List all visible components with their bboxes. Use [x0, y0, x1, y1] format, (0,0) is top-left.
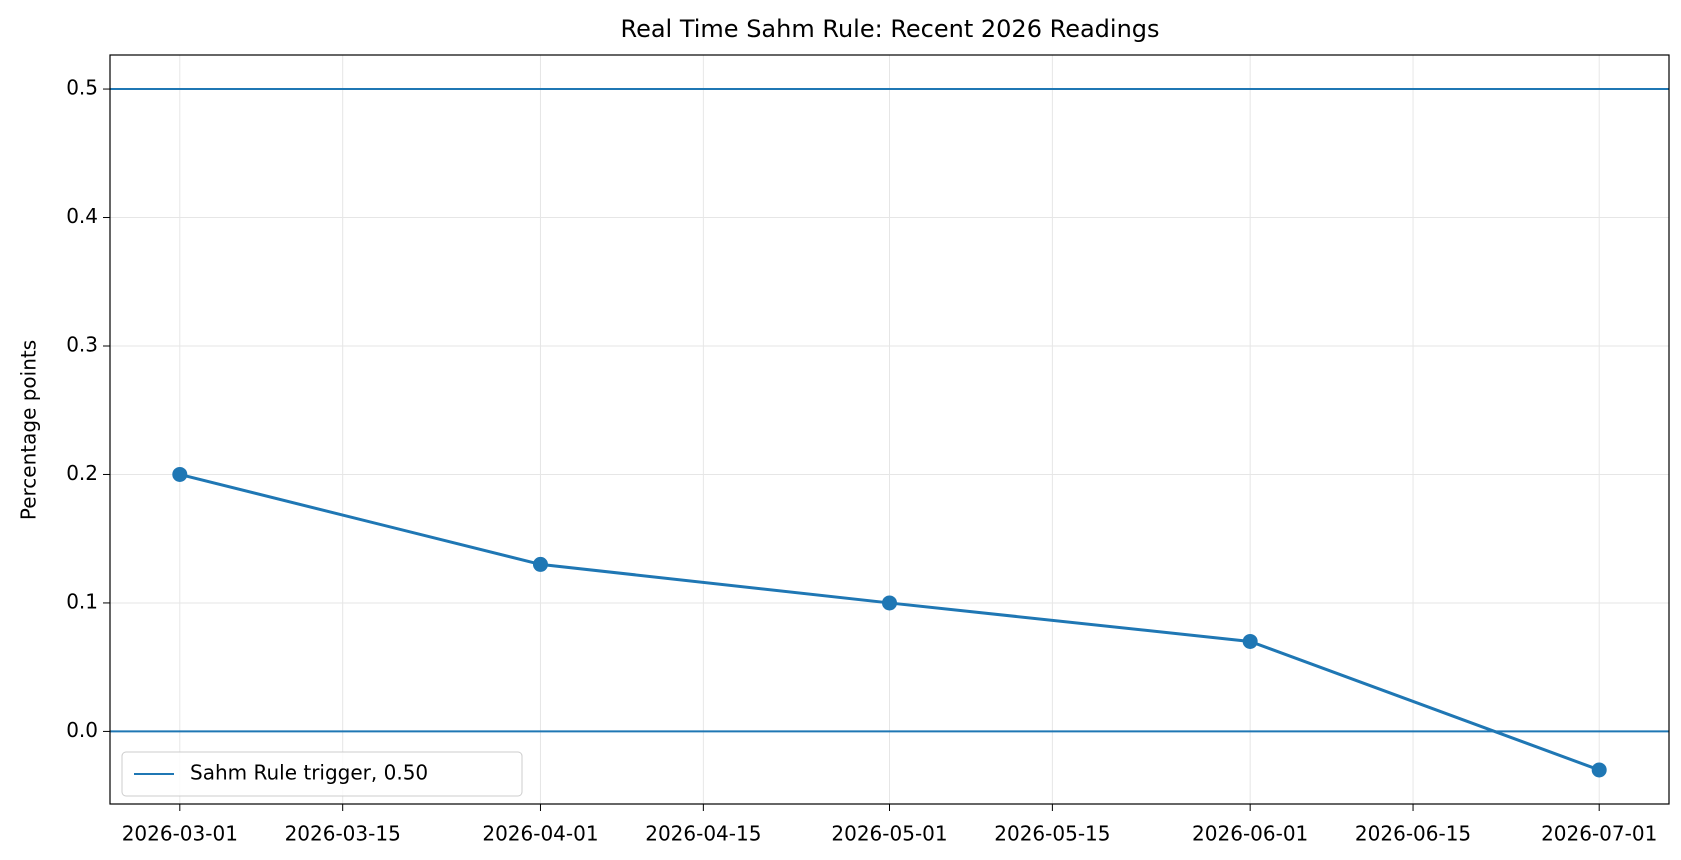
data-point: [532, 556, 548, 572]
x-tick-label: 2026-07-01: [1541, 822, 1657, 846]
y-tick-label: 0.1: [66, 589, 98, 613]
chart-title: Real Time Sahm Rule: Recent 2026 Reading…: [620, 15, 1159, 43]
legend-box: [121, 751, 523, 797]
y-tick-label: 0.4: [66, 204, 98, 228]
plot-frame: [109, 54, 1670, 805]
x-tick-label: 2026-05-01: [831, 822, 947, 846]
y-tick-label: 0.2: [66, 461, 98, 485]
x-tick-label: 2026-05-15: [994, 822, 1110, 846]
data-point: [882, 595, 897, 611]
x-tick-label: 2026-06-15: [1355, 822, 1471, 846]
data-point: [172, 466, 188, 482]
x-tick-label: 2026-04-01: [482, 822, 598, 846]
y-tick-label: 0.0: [66, 718, 98, 742]
y-tick-label: 0.5: [66, 76, 98, 100]
x-tick-label: 2026-03-01: [122, 822, 238, 846]
y-axis-label: Percentage points: [17, 340, 41, 520]
x-tick-label: 2026-03-15: [285, 822, 401, 846]
x-tick-label: 2026-04-15: [645, 822, 761, 846]
data-point: [1591, 762, 1607, 778]
x-tick-label: 2026-06-01: [1192, 822, 1308, 846]
data-point: [1242, 633, 1258, 649]
legend-label: Sahm Rule trigger, 0.50: [190, 761, 428, 785]
y-tick-label: 0.3: [66, 332, 98, 356]
